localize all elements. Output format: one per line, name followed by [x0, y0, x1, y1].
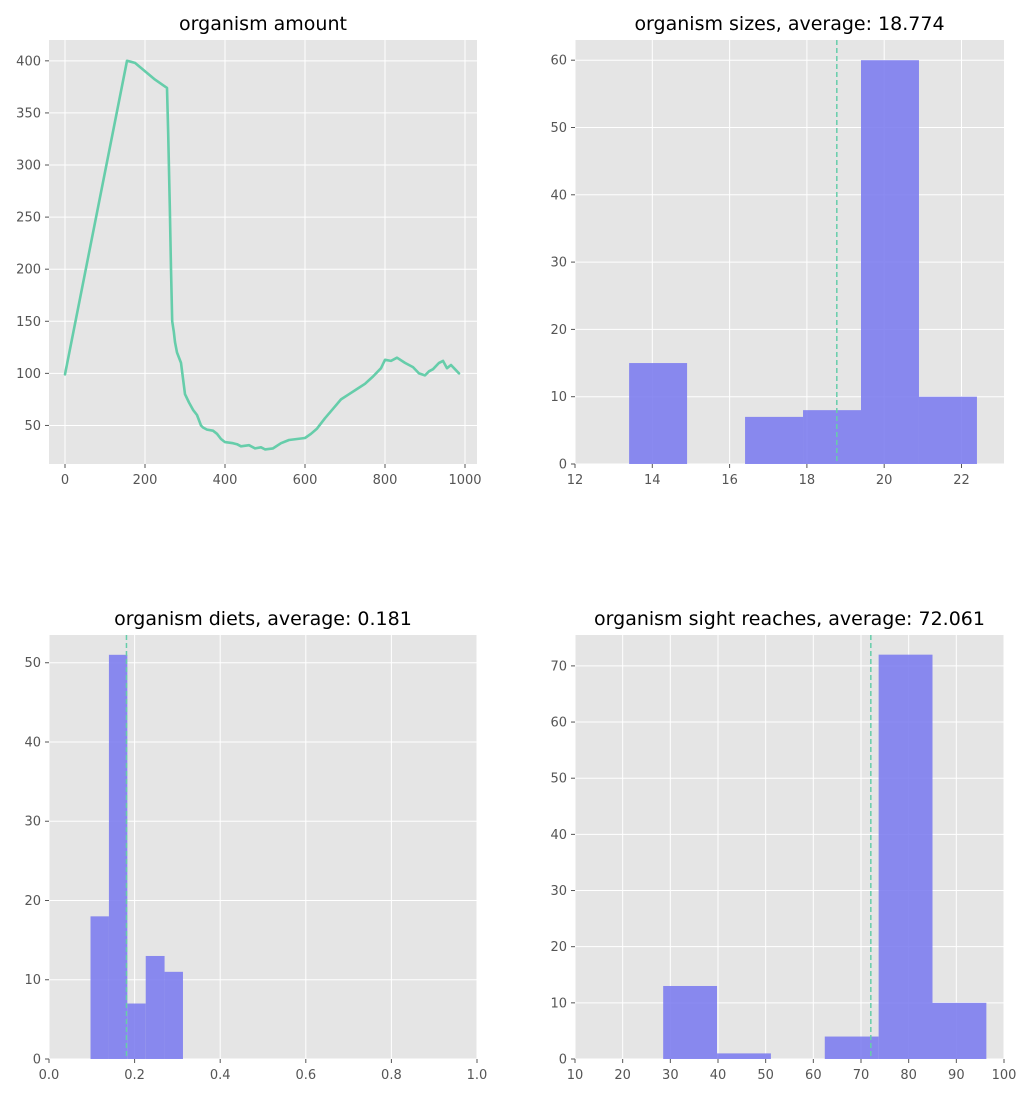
- organism-sizes-y-tick-label: 20: [550, 323, 567, 338]
- organism-amount-y-tick-label: 150: [16, 315, 41, 330]
- organism-sight-reaches-title: organism sight reaches, average: 72.061: [594, 608, 985, 630]
- organism-sizes-x-tick-label: 14: [644, 473, 661, 488]
- organism-sight-reaches-x-tick-label: 70: [853, 1068, 870, 1083]
- organism-diets-x-tick-label: 0.0: [39, 1068, 60, 1083]
- organism-amount-x-tick-label: 1000: [448, 473, 481, 488]
- organism-sizes-histogram-bar: [629, 363, 688, 464]
- organism-sight-reaches-y-tick-label: 70: [550, 659, 567, 674]
- organism-amount-x-tick-label: 400: [213, 473, 238, 488]
- organism-diets-y-tick-label: 30: [24, 815, 41, 830]
- organism-diets-bars: [90, 635, 183, 1059]
- organism-amount-y-tick-label: 250: [16, 211, 41, 226]
- organism-sight-reaches-histogram-bar: [663, 985, 718, 1059]
- organism-sight-reaches-y-tick-label: 20: [550, 940, 567, 955]
- organism-sizes-y-tick-label: 10: [550, 390, 567, 405]
- organism-diets-x-tick-label: 0.6: [295, 1068, 316, 1083]
- organism-sizes-x-tick-label: 20: [876, 473, 893, 488]
- organism-diets-y-tick-label: 40: [24, 735, 41, 750]
- organism-sight-reaches-x-tick-label: 60: [805, 1068, 822, 1083]
- organism-sizes-x-tick-label: 18: [799, 473, 816, 488]
- organism-amount-y-tick-label: 100: [16, 367, 41, 382]
- organism-sizes-title: organism sizes, average: 18.774: [634, 13, 944, 35]
- organism-sight-reaches-y-tick-label: 10: [550, 996, 567, 1011]
- organism-sight-reaches-histogram-bar: [824, 1036, 879, 1059]
- organism-amount-x-tick-label: 200: [133, 473, 158, 488]
- organism-amount-y-tick-label: 400: [16, 54, 41, 69]
- organism-diets-histogram-bar: [90, 916, 109, 1059]
- organism-sight-reaches-histogram-bar: [932, 1002, 987, 1059]
- organism-sizes-histogram-bar: [918, 396, 977, 464]
- organism-amount-y-tick-label: 300: [16, 159, 41, 174]
- organism-sight-reaches-x-tick-label: 40: [710, 1068, 727, 1083]
- organism-sizes-panel: 12 14 16 18 20 22 0 10 20 30 40 50 60 organism sizes…: [550, 13, 1004, 488]
- organism-diets-y-tick-label: 20: [24, 894, 41, 909]
- organism-sizes-y-tick-label: 30: [550, 256, 567, 271]
- organism-sizes-histogram-bar: [745, 416, 804, 464]
- organism-diets-x-tick-label: 1.0: [467, 1068, 488, 1083]
- organism-sizes-x-tick-label: 12: [567, 473, 584, 488]
- organism-sizes-y-tick-label: 0: [559, 458, 567, 473]
- organism-diets-title: organism diets, average: 0.181: [114, 608, 412, 630]
- organism-amount-series-line: [63, 59, 461, 451]
- organism-sight-reaches-histogram-bar: [717, 1053, 771, 1059]
- organism-diets-x-tick-label: 0.8: [381, 1068, 402, 1083]
- organism-sight-reaches-x-tick-label: 100: [992, 1068, 1017, 1083]
- organism-diets-ticks: 0.0 0.2 0.4 0.6 0.8 1.0 0 10 20 30 40 50: [24, 656, 487, 1083]
- organism-sizes-y-tick-label: 40: [550, 188, 567, 203]
- organism-amount-x-tick-label: 0: [61, 473, 69, 488]
- organism-sizes-x-tick-label: 16: [721, 473, 738, 488]
- organism-sight-reaches-plot-area: [575, 635, 1004, 1059]
- organism-diets-x-tick-label: 0.4: [210, 1068, 231, 1083]
- organism-diets-x-tick-label: 0.2: [124, 1068, 145, 1083]
- organism-sight-reaches-y-tick-label: 40: [550, 828, 567, 843]
- organism-sight-reaches-x-tick-label: 90: [948, 1068, 965, 1083]
- organism-sight-reaches-y-tick-label: 30: [550, 884, 567, 899]
- organism-sight-reaches-x-tick-label: 50: [757, 1068, 774, 1083]
- organism-sizes-histogram-bar: [803, 410, 861, 464]
- organism-sight-reaches-bars: [663, 635, 987, 1059]
- organism-sizes-y-tick-label: 60: [550, 54, 567, 69]
- organism-amount-y-tick-label: 200: [16, 263, 41, 278]
- organism-amount-title: organism amount: [179, 13, 347, 35]
- organism-sight-reaches-x-tick-label: 80: [900, 1068, 917, 1083]
- organism-sizes-x-tick-label: 22: [953, 473, 970, 488]
- organism-sight-reaches-histogram-bar: [878, 654, 933, 1059]
- organism-sizes-y-tick-label: 50: [550, 121, 567, 136]
- organism-sight-reaches-x-tick-label: 20: [614, 1068, 631, 1083]
- organism-amount-ticks: 0 200 400 600 800 1000 50 100 150 200 250 300 350 400: [16, 54, 481, 488]
- organism-sizes-bars: [629, 40, 977, 464]
- organism-sight-reaches-y-tick-label: 0: [559, 1053, 567, 1068]
- organism-diets-y-tick-label: 10: [24, 973, 41, 988]
- organism-amount-x-tick-label: 600: [293, 473, 318, 488]
- organism-diets-histogram-bar: [108, 654, 128, 1059]
- organism-diets-histogram-bar: [145, 955, 165, 1059]
- organism-amount-y-tick-label: 350: [16, 106, 41, 121]
- organism-sight-reaches-y-tick-label: 60: [550, 716, 567, 731]
- organism-amount-grid: [49, 40, 477, 464]
- organism-amount-y-tick-label: 50: [24, 419, 41, 434]
- organism-diets-y-tick-label: 0: [33, 1053, 41, 1068]
- organism-amount-panel: 0 200 400 600 800 1000 50 100 150 200 250 300 350 400…: [16, 13, 481, 488]
- organism-diets-histogram-bar: [127, 1003, 146, 1059]
- organism-amount-series: [63, 59, 461, 451]
- organism-diets-y-tick-label: 50: [24, 656, 41, 671]
- organism-sight-reaches-x-tick-label: 10: [567, 1068, 584, 1083]
- organism-diets-panel: 0.0 0.2 0.4 0.6 0.8 1.0 0 10 20 30 40 50 organism d…: [24, 608, 487, 1083]
- organism-sight-reaches-y-tick-label: 50: [550, 772, 567, 787]
- organism-amount-plot-area: [49, 40, 477, 464]
- organism-sight-reaches-x-tick-label: 30: [662, 1068, 679, 1083]
- organism-diets-histogram-bar: [164, 971, 183, 1059]
- organism-amount-x-tick-label: 800: [373, 473, 398, 488]
- organism-sizes-ticks: 12 14 16 18 20 22 0 10 20 30 40 50 60: [550, 54, 969, 488]
- organism-sizes-histogram-bar: [861, 60, 919, 464]
